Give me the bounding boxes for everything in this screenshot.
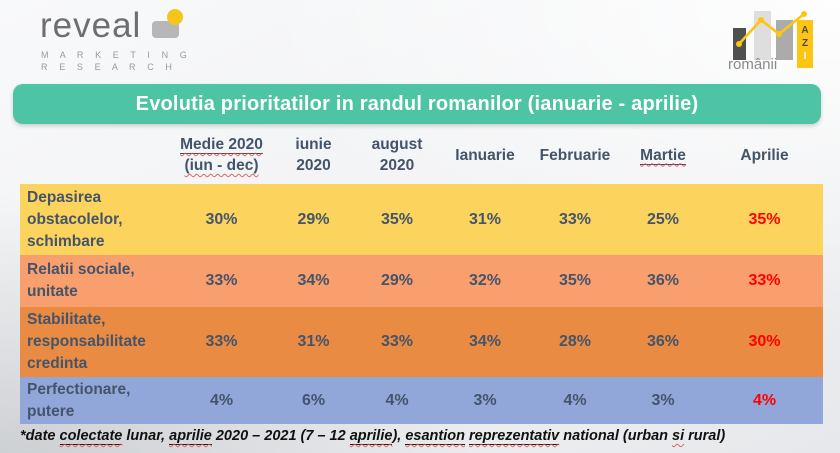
bar-chart-icon xyxy=(733,11,807,60)
cell-value-highlighted: 4% xyxy=(752,391,777,409)
header-august-2020: august 2020 xyxy=(371,136,423,174)
header-medie-2020: Medie 2020 (iun - dec) xyxy=(180,136,263,174)
cell-value: 34% xyxy=(297,272,330,289)
table-row: Depasirea obstacolelor, schimbare 30% 29… xyxy=(20,184,823,255)
cell-value: 36% xyxy=(646,333,680,350)
page-title: Evolutia prioritatilor in randul romanil… xyxy=(135,92,699,115)
reveal-wordmark: reveal xyxy=(40,6,142,45)
priorities-table: Medie 2020 (iun - dec) iunie 2020 august… xyxy=(20,126,823,424)
cell-value: 32% xyxy=(468,272,502,289)
cell-value: 33% xyxy=(205,272,238,289)
azi-letter: I xyxy=(803,51,807,62)
cell-value: 29% xyxy=(380,272,414,289)
table-row: Relatii sociale, unitate 33% 34% 29% 32%… xyxy=(20,255,823,307)
cell-value-highlighted: 33% xyxy=(748,272,781,289)
footnote: *date colectate lunar, aprilie 2020 – 20… xyxy=(20,428,726,445)
azi-badge: A Z I xyxy=(797,20,813,68)
cell-value: 31% xyxy=(297,333,330,350)
reveal-marketing-label: M A R K E T I N G xyxy=(41,50,192,60)
row-label: Stabilitate, responsabilitate credinta xyxy=(27,311,146,372)
reveal-logo: reveal M A R K E T I N G R E S E A R C H xyxy=(40,4,240,76)
cell-value: 28% xyxy=(558,333,592,350)
cell-value: 3% xyxy=(473,391,497,409)
header-aprilie: Aprilie xyxy=(740,146,789,164)
azi-letter: A xyxy=(801,25,809,36)
cell-value: 4% xyxy=(563,391,587,409)
azi-letter: Z xyxy=(801,38,809,49)
header-martie: Martie xyxy=(640,146,686,165)
romanii-label: românii xyxy=(728,56,778,73)
cell-value: 4% xyxy=(209,391,234,409)
header-ianuarie: Ianuarie xyxy=(455,146,515,164)
table-row: Stabilitate, responsabilitate credinta 3… xyxy=(20,307,823,377)
reveal-research-label: R E S E A R C H xyxy=(41,62,177,72)
romanii-azi-logo: A Z I românii xyxy=(726,6,826,78)
cell-value: 33% xyxy=(205,333,238,350)
cell-value: 35% xyxy=(380,210,414,228)
cell-value: 4% xyxy=(385,391,409,409)
cell-value: 36% xyxy=(646,272,680,289)
reveal-square-icon xyxy=(152,21,179,38)
cell-value: 33% xyxy=(558,210,592,228)
cell-value: 31% xyxy=(468,210,502,228)
cell-value: 30% xyxy=(205,210,238,228)
row-label: Depasirea obstacolelor, schimbare xyxy=(27,188,123,250)
cell-value: 6% xyxy=(301,391,326,409)
cell-value: 29% xyxy=(297,210,330,228)
row-label: Perfectionare, putere xyxy=(27,380,131,420)
row-label: Relatii sociale, unitate xyxy=(27,261,135,300)
cell-value: 25% xyxy=(646,210,680,228)
table-row: Perfectionare, putere 4% 6% 4% 3% 4% 3% … xyxy=(20,377,823,424)
cell-value-highlighted: 35% xyxy=(748,210,781,228)
header-februarie: Februarie xyxy=(539,146,611,164)
table-header-row: Medie 2020 (iun - dec) iunie 2020 august… xyxy=(20,126,823,184)
cell-value: 33% xyxy=(380,333,414,350)
cell-value: 3% xyxy=(651,391,675,409)
title-banner: Evolutia prioritatilor in randul romanil… xyxy=(13,84,821,124)
cell-value: 34% xyxy=(468,333,502,350)
cell-value: 35% xyxy=(558,272,592,289)
reveal-circle-icon xyxy=(167,9,183,25)
header-iunie-2020: iunie 2020 xyxy=(295,136,332,174)
cell-value-highlighted: 30% xyxy=(748,333,781,350)
